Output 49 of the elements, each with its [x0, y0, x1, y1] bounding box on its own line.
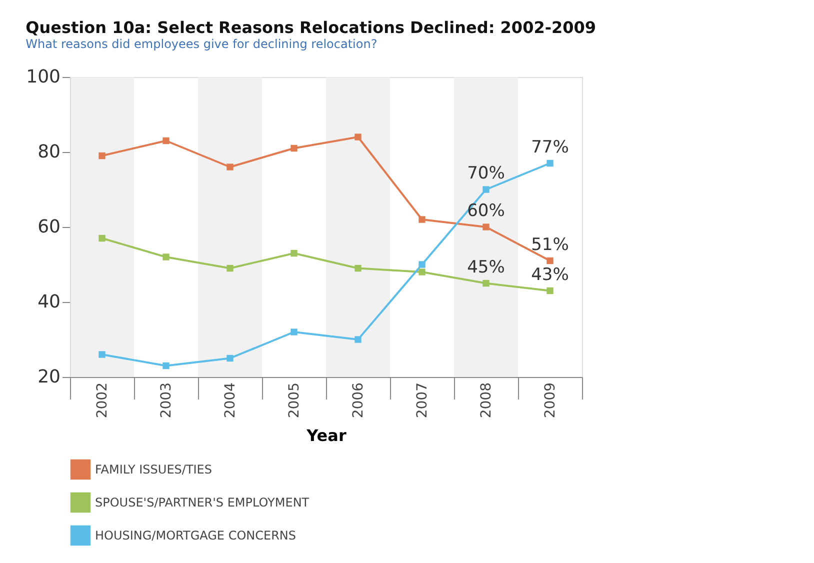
x-tick-label: 2004: [222, 382, 238, 418]
point: [546, 160, 554, 167]
y-tick-label: 40: [38, 292, 60, 312]
y-tick-label: 100: [26, 66, 60, 88]
x-tick-label: 2005: [286, 382, 302, 418]
point: [226, 164, 234, 170]
point: [290, 328, 298, 336]
chart-title: Question 10a: Select Reasons Relocations Declined: 2002-2009: [26, 18, 596, 37]
data-label: 70%: [467, 164, 505, 184]
point: [162, 362, 170, 370]
point: [290, 144, 298, 152]
x-axis-title: Year: [306, 426, 346, 446]
point: [226, 354, 234, 362]
point: [354, 264, 362, 272]
point: [546, 287, 554, 294]
point: [98, 152, 106, 160]
y-tick-label: 60: [38, 216, 60, 238]
point: [162, 254, 170, 260]
point: [162, 137, 170, 144]
point: [98, 351, 106, 358]
point: [482, 186, 490, 193]
data-label: 60%: [467, 201, 505, 221]
point: [290, 250, 298, 257]
x-tick-label: 2007: [414, 382, 430, 418]
point: [546, 257, 554, 264]
point: [482, 224, 490, 230]
point: [98, 234, 106, 242]
y-tick-label: 80: [38, 142, 60, 162]
point: [226, 264, 234, 272]
chart-subtitle: What reasons did employees give for declining relocation?: [26, 37, 378, 51]
legend-label: FAMILY ISSUES/TIES: [95, 462, 212, 476]
data-label: 43%: [531, 264, 569, 285]
point: [354, 134, 362, 140]
data-label: 51%: [531, 234, 569, 255]
point: [418, 268, 426, 276]
data-label: 77%: [531, 137, 569, 158]
y-tick-label: 20: [38, 366, 60, 388]
legend-label: HOUSING/MORTGAGE CONCERNS: [95, 528, 296, 542]
x-tick-label: 2009: [542, 382, 558, 418]
point: [354, 336, 362, 343]
point: [482, 280, 490, 287]
x-tick-label: 2008: [478, 382, 494, 418]
x-tick-label: 2002: [94, 382, 110, 418]
x-tick-label: 2003: [158, 382, 174, 418]
x-tick-label: 2006: [350, 382, 366, 418]
data-label: 45%: [467, 257, 505, 278]
point: [418, 261, 426, 268]
point: [418, 216, 426, 223]
legend-label: SPOUSE'S/PARTNER'S EMPLOYMENT: [95, 496, 310, 510]
